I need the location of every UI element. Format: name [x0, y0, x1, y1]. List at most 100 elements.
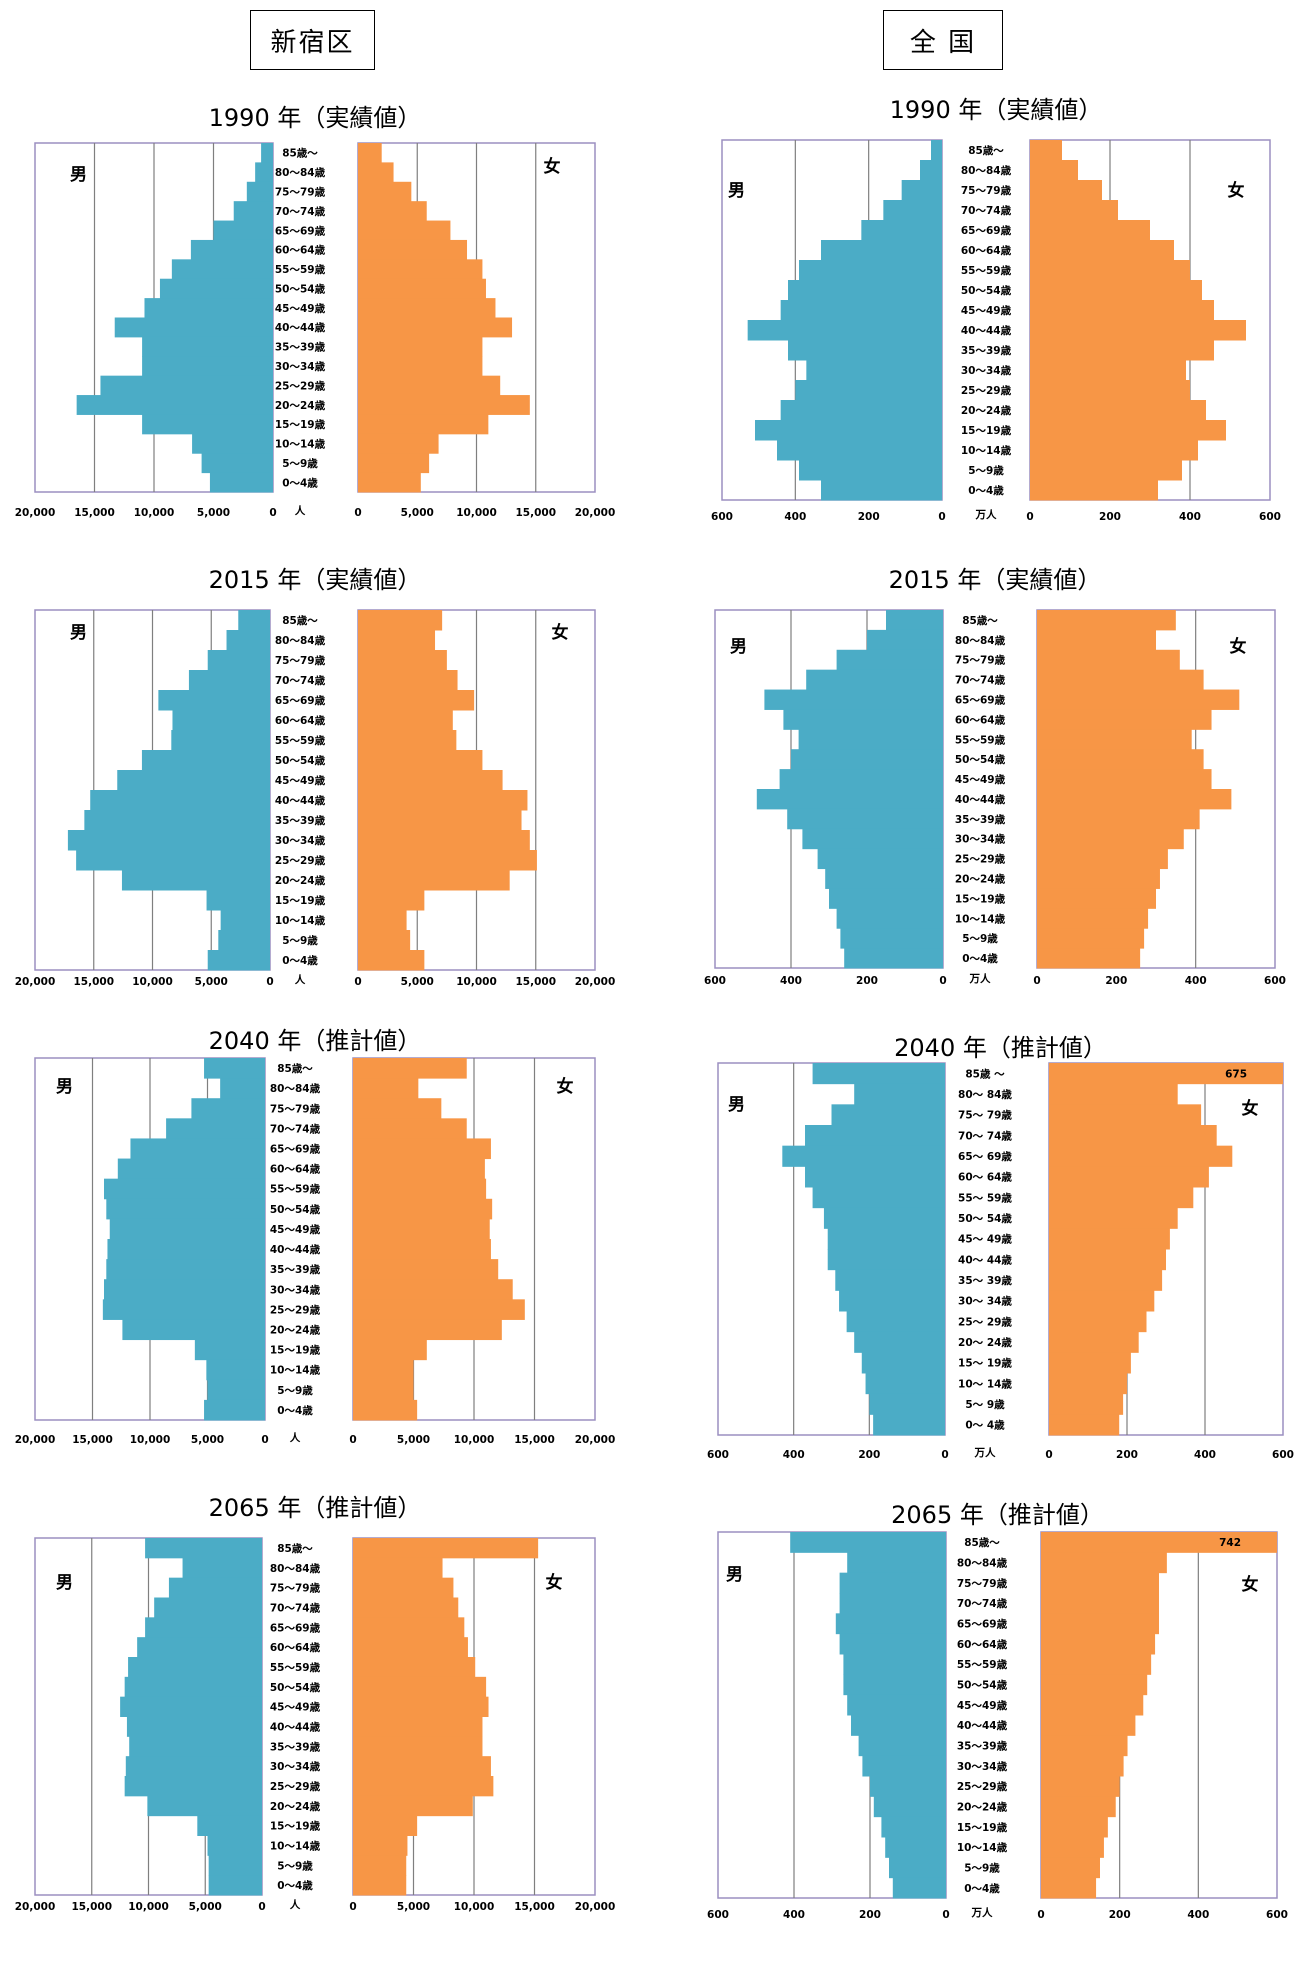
male-bar — [154, 1597, 262, 1618]
x-tick-label: 200 — [1109, 1909, 1131, 1921]
male-bar — [233, 201, 273, 222]
x-tick-label: 0 — [1026, 511, 1033, 523]
female-bar — [1041, 1532, 1277, 1553]
male-bar — [220, 1078, 265, 1099]
female-bar — [1030, 460, 1182, 481]
x-tick-label: 0 — [266, 976, 273, 988]
age-label: 20～24歳 — [270, 1324, 321, 1337]
age-label: 25～29歳 — [961, 384, 1012, 397]
female-bar — [358, 317, 513, 338]
male-bar — [787, 808, 943, 830]
male-bar — [802, 828, 943, 850]
female-bar — [1037, 629, 1156, 651]
female-bar — [358, 870, 510, 891]
male-bar — [854, 1083, 945, 1105]
male-bar — [791, 749, 943, 770]
male-bar — [858, 1735, 946, 1757]
female-bar — [1030, 480, 1158, 501]
male-bar — [883, 200, 942, 221]
male-label: 男 — [728, 1095, 745, 1115]
male-bar — [869, 1393, 945, 1415]
female-bar — [1030, 420, 1226, 441]
x-tick-label: 400 — [1185, 975, 1207, 987]
male-bar — [168, 1577, 262, 1598]
male-bar — [125, 1756, 262, 1777]
age-label: 30～34歳 — [961, 364, 1012, 377]
age-label: 55～59歳 — [270, 1661, 321, 1674]
male-bar — [788, 280, 942, 301]
male-bar — [840, 928, 943, 949]
pyramid-chart: 2015 年（実績値） 85歳～ 80～84歳 75～79歳 70～74歳 65～69歳 6… — [15, 566, 616, 988]
male-bar — [137, 1637, 262, 1658]
male-bar — [756, 789, 943, 810]
male-label: 男 — [726, 1565, 743, 1585]
x-tick-label: 20,000 — [575, 1901, 616, 1913]
male-bar — [920, 160, 942, 181]
female-bar — [1037, 928, 1145, 949]
female-bar — [1049, 1207, 1178, 1229]
male-bar — [827, 1228, 945, 1250]
age-label: 55～59歳 — [955, 733, 1006, 746]
male-bar — [130, 1138, 265, 1160]
female-bar — [353, 1637, 468, 1658]
female-bar — [1030, 220, 1150, 241]
pyramid-chart: 2065 年（推計値） 742 85歳～ 80～84歳 75～79歳 70～74歳 65～6… — [707, 1501, 1288, 1921]
male-bar — [839, 1290, 945, 1312]
age-label: 15～19歳 — [270, 1344, 321, 1357]
x-tick-label: 0 — [349, 1901, 356, 1913]
age-label: 5～9歳 — [964, 1862, 1000, 1875]
male-bar — [777, 440, 942, 461]
male-bar — [209, 472, 273, 493]
age-label: 85歳～ — [968, 144, 1004, 157]
age-label: 25～29歳 — [955, 853, 1006, 866]
age-label: 35～39歳 — [270, 1263, 321, 1276]
age-label: 40～44歳 — [275, 321, 326, 334]
female-bar — [353, 1756, 491, 1777]
male-bar — [159, 278, 273, 299]
age-label: 10～14歳 — [275, 914, 326, 927]
male-bar — [124, 1676, 262, 1698]
male-bar — [207, 650, 270, 671]
male-bar — [246, 181, 273, 202]
male-bar — [851, 1715, 946, 1736]
male-bar — [117, 770, 270, 791]
age-label: 75～79歳 — [955, 654, 1006, 667]
age-label: 60～64歳 — [961, 244, 1012, 257]
male-bar — [831, 1104, 945, 1126]
male-bar — [206, 890, 270, 911]
x-tick-label: 5,000 — [401, 976, 434, 988]
age-label: 0～4歳 — [282, 954, 318, 967]
x-tick-label: 20,000 — [15, 1434, 56, 1446]
male-bar — [889, 1857, 946, 1879]
age-label: 40～44歳 — [957, 1719, 1008, 1732]
female-bar — [1030, 160, 1078, 181]
female-bar — [358, 356, 483, 377]
male-bar — [867, 629, 943, 651]
female-bar — [353, 1696, 489, 1717]
age-label: 60～64歳 — [957, 1638, 1008, 1651]
x-tick-label: 5,000 — [401, 507, 434, 519]
age-label: 10～14歳 — [957, 1841, 1008, 1854]
female-bar — [1049, 1373, 1127, 1395]
female-bar — [358, 220, 451, 241]
female-bar — [1037, 908, 1149, 929]
age-label: 0～4歳 — [964, 1882, 1000, 1895]
male-bar — [873, 1414, 945, 1436]
female-bar — [353, 1098, 442, 1119]
male-bar — [901, 180, 942, 201]
female-bar — [358, 930, 411, 951]
age-label: 50～54歳 — [275, 754, 326, 767]
female-bar — [358, 630, 436, 651]
age-label: 75～79歳 — [275, 185, 326, 198]
male-bar — [192, 433, 273, 454]
unit-label: 万人 — [974, 1446, 996, 1459]
male-bar — [847, 1552, 946, 1574]
x-tick-label: 5,000 — [191, 1434, 224, 1446]
x-tick-label: 400 — [783, 1449, 805, 1461]
chart-title: 2015 年（実績値） — [889, 566, 1102, 594]
header-zenkoku: 全 国 — [883, 10, 1003, 70]
age-label: 45～ 49歳 — [958, 1233, 1012, 1246]
female-bar — [1030, 360, 1186, 381]
age-label: 80～84歳 — [270, 1082, 321, 1095]
male-bar — [188, 670, 270, 691]
